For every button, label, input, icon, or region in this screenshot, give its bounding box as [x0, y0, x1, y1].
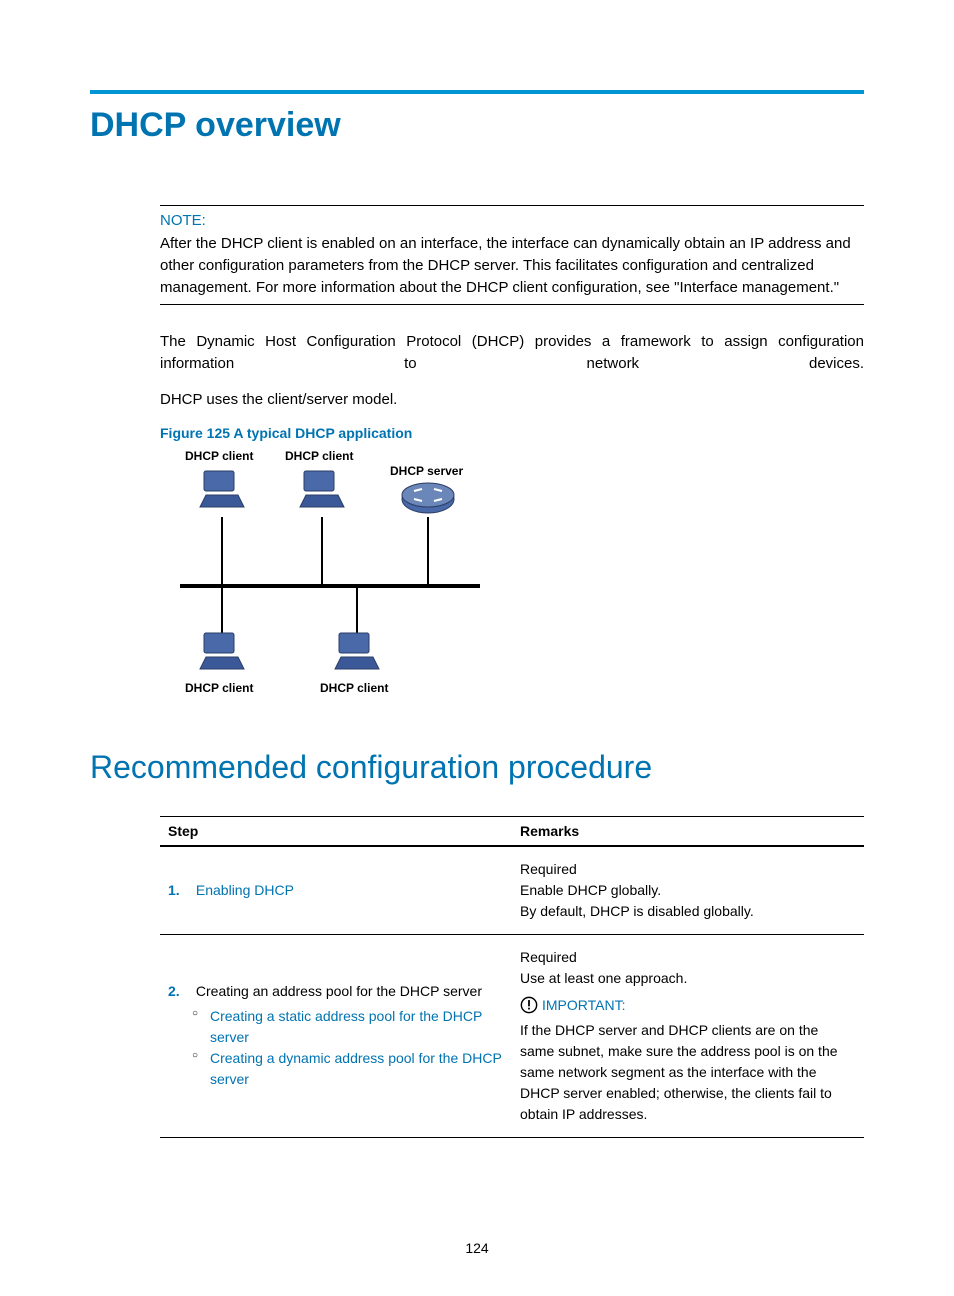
section-title: Recommended configuration procedure: [90, 749, 864, 786]
remark-line: By default, DHCP is disabled globally.: [520, 901, 856, 922]
page-title: DHCP overview: [90, 106, 864, 145]
table-row: 1. Enabling DHCP Required Enable DHCP gl…: [160, 846, 864, 935]
pc-icon: [192, 629, 252, 679]
page-number: 124: [0, 1240, 954, 1256]
paragraph-2: DHCP uses the client/server model.: [160, 389, 864, 411]
step-number: 1.: [168, 880, 192, 901]
table-wrap: Step Remarks 1. Enabling DHCP Required E…: [160, 816, 864, 1139]
note-text: After the DHCP client is enabled on an i…: [160, 233, 864, 298]
pc-icon: [292, 467, 352, 517]
figure-caption: Figure 125 A typical DHCP application: [160, 425, 864, 441]
router-icon: [400, 479, 456, 519]
note-label: NOTE:: [160, 212, 864, 229]
remark-line: Use at least one approach.: [520, 968, 856, 989]
step-number: 2.: [168, 981, 192, 1002]
important-icon: [520, 996, 538, 1014]
table-row: 2. Creating an address pool for the DHCP…: [160, 934, 864, 1138]
step-link[interactable]: Enabling DHCP: [196, 882, 294, 898]
th-remarks: Remarks: [512, 816, 864, 846]
bus-line: [180, 584, 480, 588]
label-server: DHCP server: [390, 464, 463, 478]
remark-line: Enable DHCP globally.: [520, 880, 856, 901]
pc-icon: [327, 629, 387, 679]
paragraph-1: The Dynamic Host Configuration Protocol …: [160, 331, 864, 375]
sub-link[interactable]: Creating a static address pool for the D…: [196, 1006, 504, 1048]
important-label: IMPORTANT:: [520, 995, 626, 1016]
important-body: If the DHCP server and DHCP clients are …: [520, 1020, 856, 1125]
pc-icon: [192, 467, 252, 517]
sub-list: Creating a static address pool for the D…: [196, 1006, 504, 1090]
content-block: NOTE: After the DHCP client is enabled o…: [160, 205, 864, 709]
page: DHCP overview NOTE: After the DHCP clien…: [0, 0, 954, 1296]
top-rule: [90, 90, 864, 94]
important-text-label: IMPORTANT:: [542, 995, 626, 1016]
th-step: Step: [160, 816, 512, 846]
note-block: NOTE: After the DHCP client is enabled o…: [160, 205, 864, 305]
sub-link[interactable]: Creating a dynamic address pool for the …: [196, 1048, 504, 1090]
link-line: [221, 517, 223, 584]
remark-line: Required: [520, 859, 856, 880]
dhcp-topology-diagram: DHCP client DHCP client DHCP server: [160, 449, 500, 709]
link-line: [321, 517, 323, 584]
label-client-bot-left: DHCP client: [185, 681, 253, 695]
label-client-top-mid: DHCP client: [285, 449, 353, 463]
label-client-top-left: DHCP client: [185, 449, 253, 463]
remark-line: Required: [520, 947, 856, 968]
link-line: [427, 517, 429, 584]
step-title: Creating an address pool for the DHCP se…: [196, 983, 482, 999]
label-client-bot-mid: DHCP client: [320, 681, 388, 695]
procedure-table: Step Remarks 1. Enabling DHCP Required E…: [160, 816, 864, 1139]
